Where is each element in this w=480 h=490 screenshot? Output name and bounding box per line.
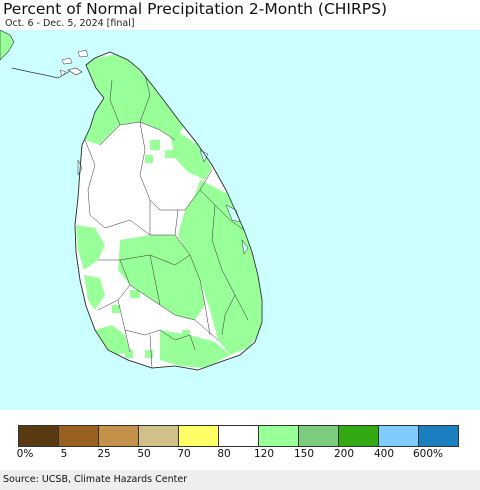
precipitation-map	[0, 30, 480, 410]
legend-swatch-5	[218, 426, 258, 446]
legend-tick-6: 120	[253, 448, 275, 460]
legend-swatch-8	[338, 426, 378, 446]
source-text: Source: UCSB, Climate Hazards Center	[3, 474, 188, 485]
legend-tick-labels: 0% 5 25 50 70 80 120 150 200 400 600%	[0, 448, 480, 462]
india-coast	[0, 30, 15, 61]
legend-tick-9: 400	[373, 448, 395, 460]
source-footer: Source: UCSB, Climate Hazards Center	[0, 470, 480, 490]
legend-swatch-0	[19, 426, 58, 446]
legend-swatch-10	[418, 426, 458, 446]
color-legend	[18, 425, 459, 447]
legend-tick-10: 600%	[412, 448, 444, 460]
district-boundaries	[84, 74, 249, 369]
legend-swatch-2	[98, 426, 138, 446]
map-subtitle: Oct. 6 - Dec. 5, 2024 [final]	[5, 18, 135, 29]
lagoons	[77, 149, 249, 255]
sri-lanka-map-svg	[0, 30, 263, 371]
map-title: Percent of Normal Precipitation 2-Month …	[3, 0, 387, 18]
legend-tick-1: 5	[60, 448, 68, 460]
legend-swatch-9	[378, 426, 418, 446]
legend-tick-5: 80	[217, 448, 231, 460]
legend-tick-2: 25	[97, 448, 111, 460]
legend-tick-7: 150	[293, 448, 315, 460]
legend-swatch-6	[258, 426, 298, 446]
legend-tick-0: 0%	[16, 448, 34, 460]
legend-tick-8: 200	[333, 448, 355, 460]
sri-lanka-island	[74, 51, 263, 371]
legend-swatch-4	[178, 426, 218, 446]
legend-tick-4: 70	[177, 448, 191, 460]
legend-swatch-1	[58, 426, 98, 446]
legend-swatch-7	[298, 426, 338, 446]
jaffna-islands	[59, 49, 89, 77]
mannar-island	[67, 67, 83, 76]
legend-swatch-3	[138, 426, 178, 446]
legend-tick-3: 50	[137, 448, 151, 460]
